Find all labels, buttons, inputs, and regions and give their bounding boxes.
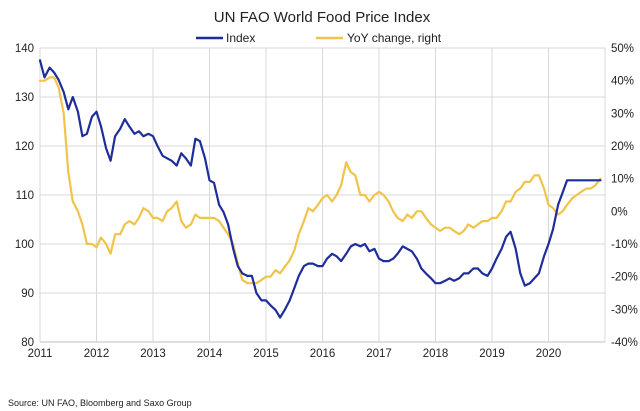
x-axis: 2011 2012 2013 2014 2015 2016 2017 2018 2019 2020 — [28, 348, 562, 360]
y-left-tick-label: 140 — [15, 43, 34, 55]
y-left-tick-label: 120 — [15, 141, 34, 153]
x-tick-label: 2011 — [28, 348, 53, 360]
x-tick-label: 2015 — [253, 348, 279, 360]
x-tick-label: 2012 — [84, 348, 110, 360]
y-right-tick-label: 50% — [611, 43, 634, 55]
y-right-tick-label: -20% — [611, 272, 638, 284]
y-right-tick-label: 30% — [611, 108, 634, 120]
chart-title: UN FAO World Food Price Index — [214, 9, 431, 26]
y-right-tick-label: -30% — [611, 304, 638, 316]
legend: Index YoY change, right — [196, 31, 442, 45]
y-left-tick-label: 80 — [21, 337, 34, 349]
y-axis-right: -40% -30% -20% -10% 0% 10% 20% 30% 40% 50% — [611, 43, 638, 349]
y-left-tick-label: 100 — [15, 239, 34, 251]
y-left-tick-label: 130 — [15, 92, 34, 104]
y-right-tick-label: -40% — [611, 337, 638, 349]
y-right-tick-label: 40% — [611, 76, 634, 88]
x-tick-label: 2017 — [366, 348, 392, 360]
x-tick-label: 2013 — [140, 348, 166, 360]
gridlines — [39, 47, 606, 343]
x-tick-label: 2019 — [479, 348, 505, 360]
x-tick-label: 2016 — [310, 348, 336, 360]
legend-yoy-label: YoY change, right — [347, 31, 442, 45]
y-right-tick-label: 10% — [611, 174, 634, 186]
x-tick-label: 2014 — [197, 348, 223, 360]
y-right-tick-label: 20% — [611, 141, 634, 153]
y-right-tick-label: 0% — [611, 206, 628, 218]
y-right-tick-label: -10% — [611, 239, 638, 251]
yoy-change-line — [38, 76, 602, 285]
legend-index-label: Index — [226, 31, 255, 45]
series-lines — [38, 59, 602, 319]
y-left-tick-label: 90 — [21, 288, 34, 300]
y-left-tick-label: 110 — [16, 190, 34, 202]
x-tick-label: 2020 — [536, 348, 562, 360]
index-line — [38, 59, 602, 319]
x-tick-label: 2018 — [423, 348, 449, 360]
chart-source: Source: UN FAO, Bloomberg and Saxo Group — [8, 398, 192, 408]
y-axis-left: 80 90 100 110 120 130 140 — [15, 43, 34, 349]
